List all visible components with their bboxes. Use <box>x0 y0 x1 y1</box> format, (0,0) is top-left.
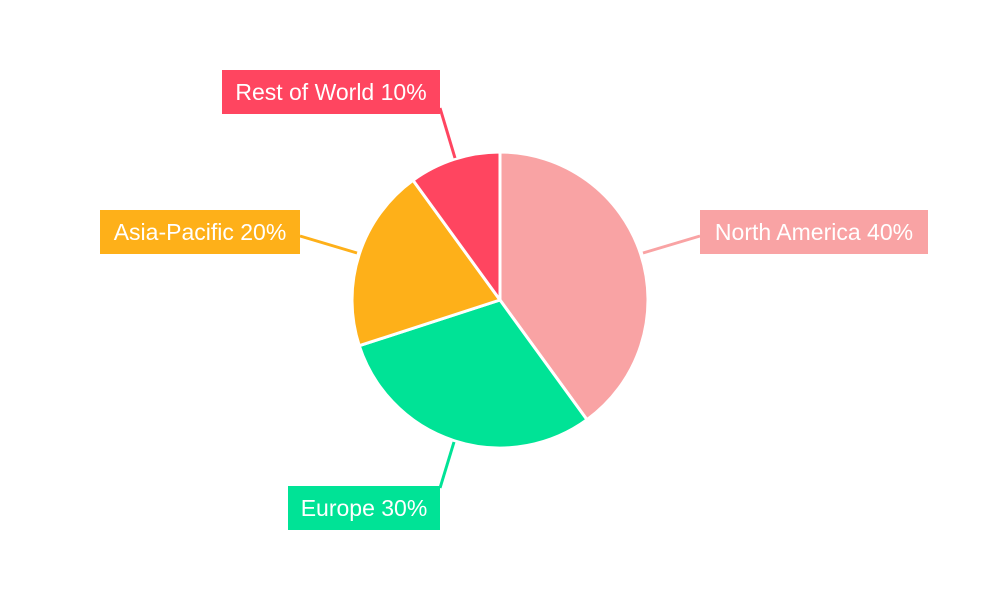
pie-slice-rest-of-world[interactable] <box>411 150 502 302</box>
data-label-rest-of-world: Rest of World 10% <box>235 79 426 105</box>
leader-line-rest-of-world <box>438 107 457 159</box>
data-label-box-rest-of-world <box>222 70 440 114</box>
pie-slice-asia-pacific[interactable] <box>350 178 502 348</box>
data-label-box-north-america <box>700 210 928 254</box>
data-label-north-america: North America 40% <box>715 219 913 245</box>
pie-slice-north-america[interactable] <box>498 150 650 422</box>
leader-line-europe <box>438 441 456 489</box>
pie-slice-europe[interactable] <box>357 298 589 450</box>
leader-line-asia-pacific <box>299 234 358 255</box>
data-label-box-asia-pacific <box>100 210 300 254</box>
leader-line-north-america <box>642 234 701 255</box>
data-label-europe: Europe 30% <box>301 495 428 521</box>
data-label-asia-pacific: Asia-Pacific 20% <box>114 219 287 245</box>
data-label-box-europe <box>288 486 440 530</box>
